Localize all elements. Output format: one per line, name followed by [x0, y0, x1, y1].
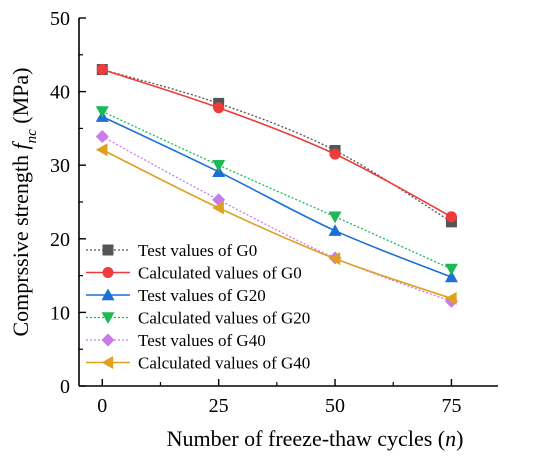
y-tick-label: 50 [50, 8, 70, 30]
series-line [102, 68, 452, 218]
axis-labels: Number of freeze-thaw cycles (n) Comprss… [8, 67, 463, 451]
legend-marker [102, 244, 114, 256]
legend-label: Calculated values of G0 [138, 264, 302, 283]
legend-marker [102, 267, 114, 278]
series-line [101, 135, 452, 302]
data-point [95, 129, 109, 143]
axes: 0 10 20 30 40 50 0 25 50 75 [50, 8, 498, 417]
y-tick-label: 10 [50, 302, 70, 324]
y-tick-label: 20 [50, 229, 70, 251]
legend-marker [101, 312, 115, 324]
legend-item: Test values of G40 [86, 331, 266, 350]
data-point [445, 211, 457, 223]
legend-item: Calculated values of G20 [86, 309, 310, 328]
series-2 [96, 64, 457, 223]
x-axis-label: Number of freeze-thaw cycles (n) [167, 426, 464, 451]
series-6 [95, 143, 457, 305]
data-point [212, 201, 224, 215]
x-tick-label: 25 [209, 395, 229, 417]
legend-item: Test values of G20 [86, 286, 266, 305]
legend-item: Calculated values of G40 [86, 354, 310, 373]
legend-label: Test values of G40 [138, 331, 266, 350]
data-point [328, 252, 341, 266]
legend-item: Test values of G0 [86, 241, 257, 260]
legend-marker [101, 288, 115, 301]
y-axis-label-part: (MPa) [8, 67, 33, 129]
y-axis-label-variable: f [8, 141, 33, 150]
x-tick-label: 0 [97, 395, 107, 417]
series-1 [96, 64, 457, 228]
x-axis-label-variable: n [445, 426, 456, 451]
data-point [444, 291, 457, 305]
legend-label: Test values of G20 [138, 286, 266, 305]
x-axis-label-part: Number of freeze-thaw cycles ( [167, 426, 446, 451]
data-point [213, 102, 225, 114]
legend-label: Test values of G0 [138, 241, 257, 260]
data-point [328, 224, 342, 236]
data-point [444, 263, 458, 276]
data-point [95, 143, 108, 157]
y-axis-label: Comprssive strength fnc (MPa) [8, 67, 40, 336]
plot-area [95, 64, 458, 308]
data-point [212, 160, 226, 172]
y-axis-label-part: Comprssive strength [8, 150, 33, 337]
legend-marker [101, 333, 115, 347]
series-line [101, 115, 452, 278]
y-tick-label: 40 [50, 82, 70, 104]
series-line [101, 149, 452, 300]
data-point [329, 148, 341, 160]
series-line [102, 68, 452, 223]
legend-item: Calculated values of G0 [86, 264, 302, 283]
data-point [95, 106, 109, 118]
legend-marker [101, 356, 114, 369]
y-axis-label-subscript: nc [24, 129, 40, 144]
series-line [102, 110, 452, 270]
series-4 [95, 106, 458, 276]
x-tick-label: 50 [325, 395, 345, 417]
y-tick-label: 0 [60, 376, 70, 398]
y-tick-label: 30 [50, 155, 70, 177]
legend-label: Calculated values of G40 [138, 354, 310, 373]
series-3 [95, 110, 458, 283]
legend: Test values of G0 Calculated values of G0… [86, 241, 310, 373]
x-tick-label: 75 [441, 395, 461, 417]
legend-label: Calculated values of G20 [138, 309, 310, 328]
data-point [328, 211, 342, 224]
data-point [444, 270, 458, 283]
data-point [96, 64, 108, 76]
x-axis-label-part: ) [456, 426, 463, 451]
